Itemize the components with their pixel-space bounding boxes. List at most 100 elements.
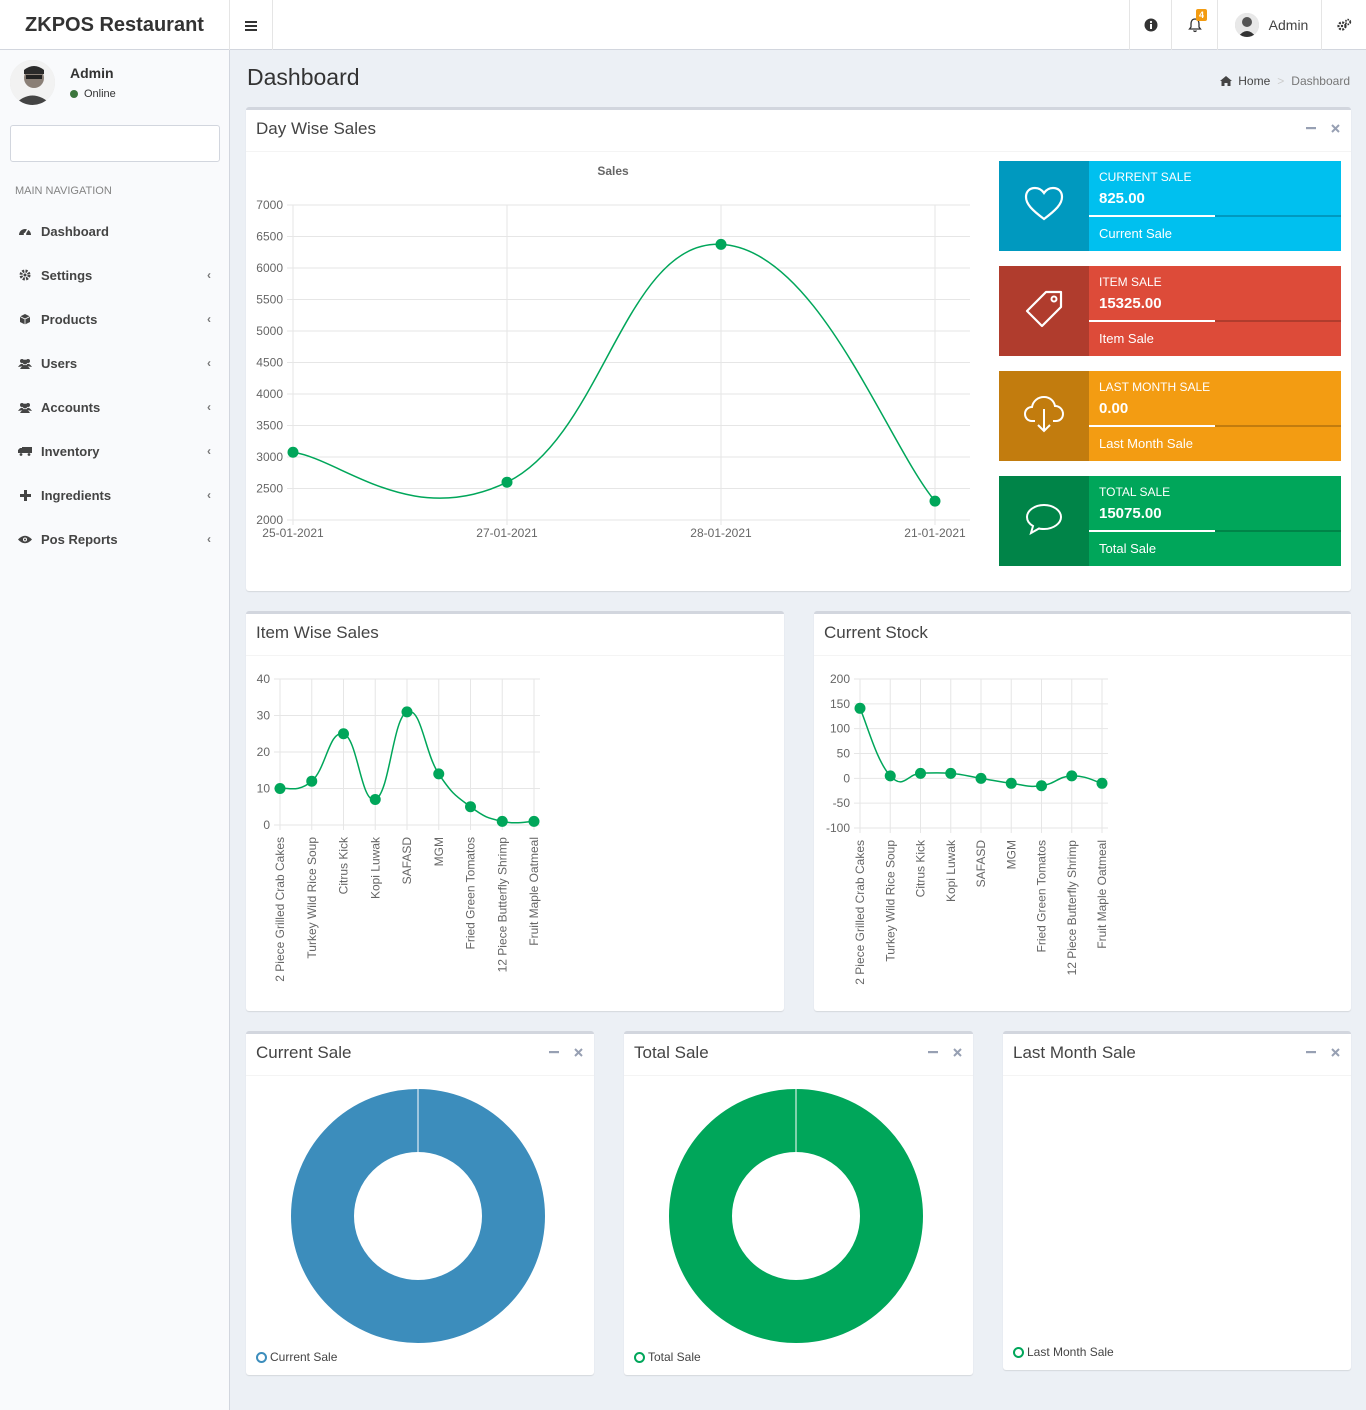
box-header: Day Wise Sales — [246, 110, 1351, 152]
users-icon — [18, 356, 32, 370]
breadcrumb-separator: > — [1277, 74, 1285, 88]
x-tick-label: 12 Piece Butterfly Shrimp — [1065, 840, 1079, 976]
breadcrumb-home-link[interactable]: Home — [1238, 74, 1271, 88]
sidebar-item-settings[interactable]: Settings ‹ — [0, 253, 229, 297]
sidebar-item-label: Pos Reports — [41, 531, 118, 547]
total-sale-doughnut — [669, 1089, 923, 1343]
close-icon — [1330, 1047, 1340, 1057]
chevron-left-icon: ‹ — [207, 532, 211, 546]
info-box-title: LAST MONTH SALE — [1099, 380, 1211, 394]
info-box-value: 15325.00 — [1099, 295, 1162, 312]
sidebar-item-label: Settings — [41, 267, 93, 283]
x-tick-label: 2 Piece Grilled Crab Cakes — [853, 840, 867, 985]
remove-button[interactable] — [951, 1044, 963, 1060]
x-tick-label: 28-01-2021 — [690, 526, 752, 540]
status-text: Online — [84, 88, 116, 100]
x-tick-label: Turkey Wild Rice Soup — [883, 840, 897, 962]
data-point — [945, 767, 957, 779]
control-sidebar-button[interactable] — [1321, 0, 1366, 50]
brand-logo[interactable]: ZKPOS Restaurant — [0, 0, 230, 50]
item-wise-sales-box: Item Wise Sales 0 10 20 30 40 2 Piece Grilled… — [246, 611, 784, 1011]
sidebar-item-label: Products — [41, 311, 98, 327]
remove-button[interactable] — [1329, 1044, 1341, 1060]
hamburger-icon — [245, 20, 257, 31]
legend: Last Month Sale — [1013, 1345, 1114, 1359]
sidebar-item-dashboard[interactable]: Dashboard — [0, 209, 229, 253]
sidebar-item-label: Ingredients — [41, 487, 112, 503]
sidebar-item-label: Inventory — [41, 443, 100, 459]
plus-icon — [18, 488, 32, 502]
legend-marker — [634, 1351, 645, 1363]
sidebar-item-pos-reports[interactable]: Pos Reports ‹ — [0, 517, 229, 561]
sidebar-search-input[interactable] — [10, 125, 220, 162]
info-button[interactable] — [1129, 0, 1171, 50]
box-title: Current Sale — [256, 1043, 352, 1062]
day-wise-sales-chart: 2000 2500 3000 3500 4000 4500 5000 5500 6000 6500… — [256, 164, 970, 540]
data-point — [338, 728, 349, 740]
data-point — [465, 801, 476, 813]
y-tick-label: 3500 — [256, 419, 283, 433]
close-icon — [573, 1047, 583, 1057]
info-box-icon-area — [999, 371, 1089, 461]
breadcrumb: Home > Dashboard — [1220, 74, 1350, 88]
box-title: Item Wise Sales — [256, 623, 379, 642]
remove-button[interactable] — [1329, 120, 1341, 136]
x-tick-label: MGM — [432, 837, 446, 866]
y-tick-label: 0 — [843, 771, 850, 785]
legend: Total Sale — [634, 1350, 701, 1364]
notification-count-badge: 4 — [1196, 9, 1208, 21]
data-point — [884, 770, 896, 782]
sidebar-item-accounts[interactable]: Accounts ‹ — [0, 385, 229, 429]
user-name: Admin — [1268, 17, 1309, 33]
y-tick-label: 150 — [830, 697, 850, 711]
x-tick-label: SAFASD — [974, 840, 988, 888]
info-box-description: Current Sale — [1099, 226, 1172, 241]
y-tick-label: 20 — [257, 745, 271, 759]
info-box-icon-area — [999, 476, 1089, 566]
collapse-button[interactable] — [927, 1044, 939, 1060]
sidebar-item-label: Accounts — [41, 399, 101, 415]
close-icon — [1330, 123, 1340, 133]
sidebar-item-products[interactable]: Products ‹ — [0, 297, 229, 341]
data-point — [274, 783, 286, 794]
x-tick-label: Turkey Wild Rice Soup — [305, 837, 319, 959]
data-point — [1005, 777, 1017, 789]
info-box-content: LAST MONTH SALE 0.00 — [1099, 371, 1341, 417]
y-tick-label: 40 — [257, 672, 271, 686]
sidebar-item-inventory[interactable]: Inventory ‹ — [0, 429, 229, 473]
box-header: Last Month Sale — [1003, 1034, 1351, 1076]
gear-icon — [18, 268, 32, 282]
sidebar-item-users[interactable]: Users ‹ — [0, 341, 229, 385]
x-tick-label: 21-01-2021 — [904, 526, 966, 540]
info-circle-icon — [1144, 18, 1157, 32]
sidebar-item-ingredients[interactable]: Ingredients ‹ — [0, 473, 229, 517]
data-point — [715, 238, 727, 250]
x-tick-label: MGM — [1004, 840, 1018, 869]
remove-button[interactable] — [572, 1044, 584, 1060]
sidebar-toggle-button[interactable] — [230, 0, 273, 50]
y-tick-label: 6500 — [256, 230, 283, 244]
info-box-value: 15075.00 — [1099, 505, 1162, 522]
sidebar-menu: Dashboard Settings ‹ Products ‹ Users ‹ … — [0, 209, 229, 561]
top-navbar: ZKPOS Restaurant 4 Admin — [0, 0, 1366, 50]
box-header: Current Stock — [814, 614, 1351, 656]
breadcrumb-current: Dashboard — [1291, 74, 1350, 88]
minus-icon — [1306, 1050, 1316, 1053]
legend-label: Total Sale — [648, 1350, 701, 1364]
data-point — [1096, 777, 1108, 789]
y-tick-label: 5000 — [256, 324, 283, 338]
comment-icon — [1025, 502, 1063, 541]
current-stock-chart: -100 -50 0 50 100 150 200 2 Piece Grilled Crab … — [826, 672, 1109, 985]
notifications-button[interactable]: 4 — [1171, 0, 1217, 50]
box-header: Current Sale — [246, 1034, 594, 1076]
user-menu[interactable]: Admin — [1217, 0, 1321, 50]
collapse-button[interactable] — [548, 1044, 560, 1060]
info-box-content: ITEM SALE 15325.00 — [1099, 266, 1341, 312]
collapse-button[interactable] — [1305, 120, 1317, 136]
y-tick-label: 100 — [830, 722, 850, 736]
x-tick-label: Fried Green Tomatos — [1035, 840, 1049, 953]
y-tick-label: 4500 — [256, 356, 283, 370]
collapse-button[interactable] — [1305, 1044, 1317, 1060]
legend-label: Current Sale — [270, 1350, 338, 1364]
cloud-download-icon — [1023, 395, 1065, 438]
